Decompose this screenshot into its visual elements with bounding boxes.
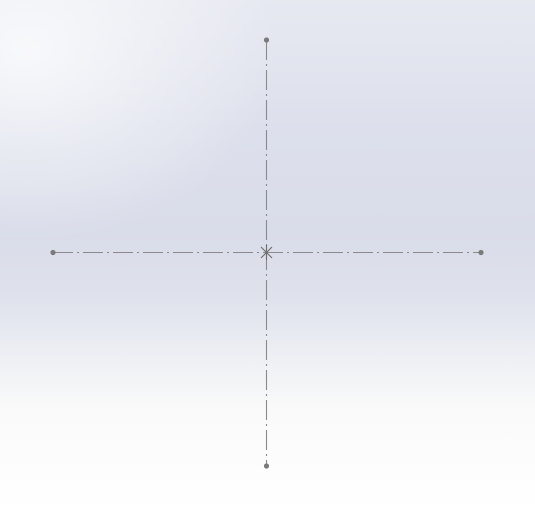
origin-point-icon[interactable] — [260, 245, 273, 260]
horizontal-centerline-right-endpoint[interactable] — [478, 249, 484, 256]
vertical-centerline-top-endpoint[interactable] — [263, 37, 270, 43]
horizontal-centerline-left-endpoint[interactable] — [50, 249, 56, 256]
vertical-centerline-bottom-endpoint[interactable] — [263, 463, 270, 469]
